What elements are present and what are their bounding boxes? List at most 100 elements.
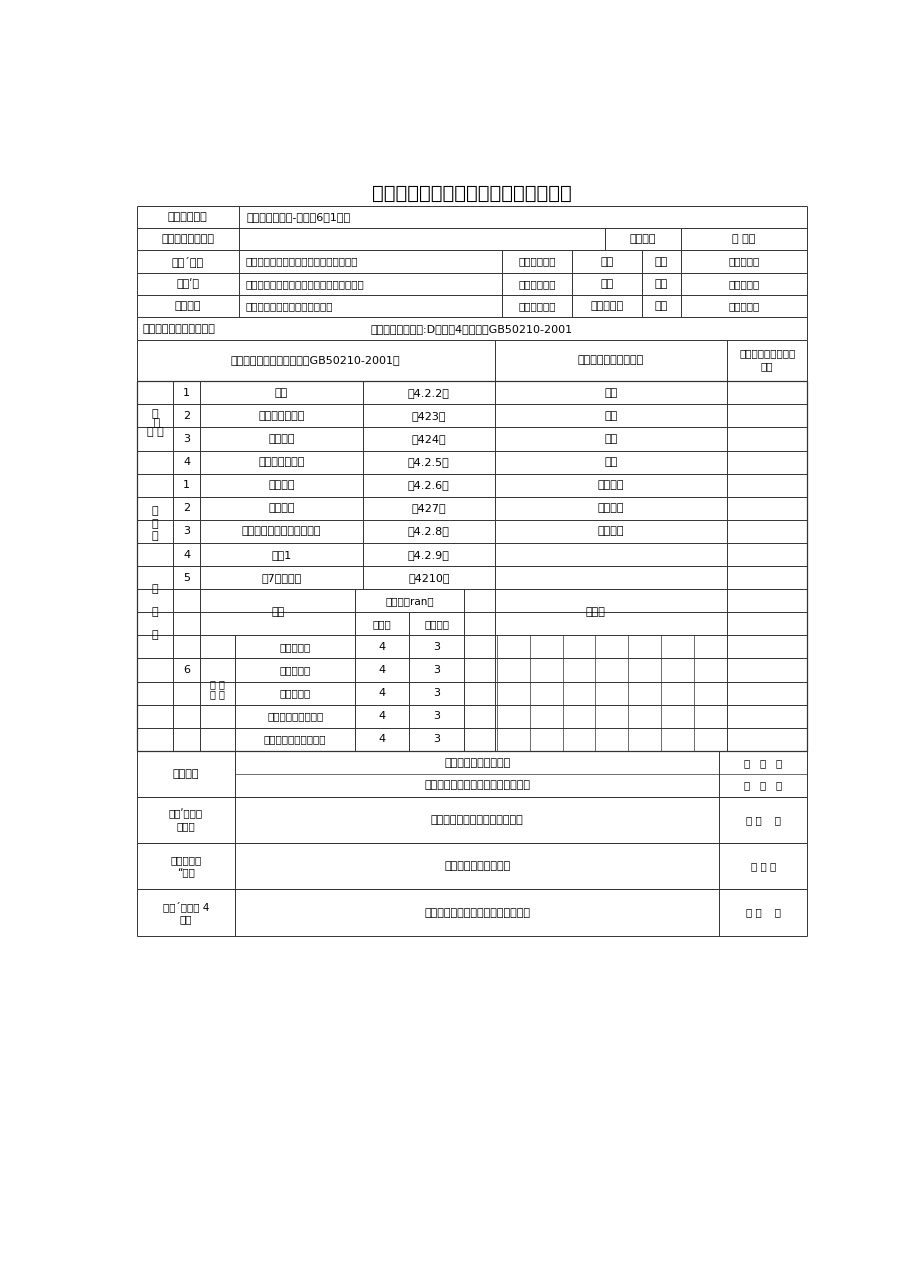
Text: 控: 控	[150, 418, 160, 428]
Text: 第4.2.2条: 第4.2.2条	[407, 387, 449, 397]
Text: 七冶土木建筑工程有限责任公司正安项目部: 七冶土木建筑工程有限责任公司正安项目部	[245, 279, 364, 289]
Text: 4: 4	[379, 688, 385, 698]
Text: 施工单位质量检查员（签章）：: 施工单位质量检查员（签章）：	[430, 815, 523, 826]
Text: 2: 2	[183, 412, 190, 420]
Text: 普咋灰: 普咋灰	[372, 619, 391, 629]
Text: 3: 3	[433, 735, 439, 744]
Text: 建设´（立验 4: 建设´（立验 4	[163, 901, 209, 911]
Text: 1: 1	[183, 387, 190, 397]
Text: 潘平杨光前: 潘平杨光前	[590, 302, 623, 312]
Text: 3: 3	[433, 688, 439, 698]
Text: 3: 3	[433, 712, 439, 721]
Text: 孙院: 孙院	[600, 257, 613, 267]
Text: 表而: 表而	[275, 387, 288, 397]
Text: 复查记录: 复查记录	[173, 769, 199, 780]
Text: 4: 4	[379, 665, 385, 675]
Text: “碟论: “碟论	[176, 868, 195, 878]
Text: 项目: 项目	[271, 607, 284, 617]
Text: 主: 主	[152, 409, 158, 419]
Text: 般

项

目: 般 项 目	[152, 584, 158, 640]
Text: 第4.2.6条: 第4.2.6条	[407, 481, 449, 491]
Text: 墙而一般抹灰工程质量分户验收记录表: 墙而一般抹灰工程质量分户验收记录表	[371, 184, 571, 203]
Text: 4: 4	[379, 642, 385, 652]
Text: 建设´（立: 建设´（立	[172, 256, 204, 267]
Text: 合格: 合格	[604, 435, 617, 443]
Text: 正安县东方新城-千洋苑6栋1单元: 正安县东方新城-千洋苑6栋1单元	[246, 212, 350, 222]
Text: 第4.2.9条: 第4.2.9条	[407, 550, 449, 560]
Text: 项: 项	[152, 519, 158, 529]
Text: 年 月    日: 年 月 日	[745, 815, 780, 826]
Text: 3: 3	[183, 435, 190, 443]
Text: 年   月   日: 年 月 日	[743, 758, 781, 768]
Text: 建设单位专业技术负责人（签章）：: 建设单位专业技术负责人（签章）：	[424, 780, 529, 790]
Text: 年 月日: 年 月日	[732, 234, 754, 244]
Text: 合格: 合格	[604, 387, 617, 397]
Text: 立面垂直度: 立面垂直度	[279, 642, 311, 652]
Text: 七泊房地产开发有限责任公司正安分公司: 七泊房地产开发有限责任公司正安分公司	[245, 257, 357, 267]
Text: 高级抹灰: 高级抹灰	[424, 619, 448, 629]
Text: 表面垂直度: 表面垂直度	[279, 665, 311, 675]
Text: 第4.2.8条: 第4.2.8条	[407, 527, 449, 537]
Text: 滴7破（槽）: 滴7破（槽）	[261, 573, 301, 583]
Text: 职务: 职务	[654, 257, 667, 267]
Text: 监理工程师（签章）：: 监理工程师（签章）：	[444, 861, 510, 872]
Text: 检查日期: 检查日期	[629, 234, 655, 244]
Text: 符合要求: 符合要求	[597, 504, 624, 514]
Text: 监理（建设）单位验: 监理（建设）单位验	[738, 348, 794, 358]
Text: 层与层间材料要求层总厚度: 层与层间材料要求层总厚度	[242, 527, 321, 537]
Text: 监理单位验: 监理单位验	[170, 855, 201, 865]
Text: 参检人员姓名: 参检人员姓名	[518, 279, 555, 289]
Text: 合格: 合格	[604, 458, 617, 468]
Text: 符合要求: 符合要求	[597, 481, 624, 491]
Text: 施工执行标准名称及编号: 施工执行标准名称及编号	[142, 323, 216, 334]
Text: 监理工程师: 监理工程师	[728, 302, 759, 312]
Text: 5: 5	[183, 573, 190, 583]
Text: 年 月 日: 年 月 日	[750, 861, 775, 872]
Text: 《建鹰饰装修工施:D员量验4妙见范》GB50210-2001: 《建鹰饰装修工施:D员量验4妙见范》GB50210-2001	[370, 323, 572, 334]
Text: 收意: 收意	[760, 362, 773, 372]
Text: 阴阳角方正: 阴阳角方正	[279, 688, 311, 698]
Text: 3: 3	[183, 527, 190, 537]
Text: 墙裙、勒脚上口直线度: 墙裙、勒脚上口直线度	[264, 735, 326, 744]
Text: 验收部位（房号）: 验收部位（房号）	[161, 234, 214, 244]
Text: 允许偏（ran）: 允许偏（ran）	[385, 596, 434, 606]
Text: 材料品种和性能: 材料品种和性能	[258, 412, 304, 420]
Text: 姊论: 姊论	[179, 914, 192, 924]
Text: 1: 1	[183, 481, 190, 491]
Text: 偏 差: 偏 差	[210, 690, 225, 699]
Text: 年   月   日: 年 月 日	[743, 780, 781, 790]
Text: 项目负责人: 项目负责人	[728, 257, 759, 267]
Text: 项目负责人: 项目负责人	[728, 279, 759, 289]
Text: 细部质量: 细部质量	[268, 504, 295, 514]
Text: 建设单位专业技术负责人（签章）：: 建设单位专业技术负责人（签章）：	[424, 907, 529, 918]
Text: 4: 4	[379, 735, 385, 744]
Text: 层粘嗄而层质量: 层粘嗄而层质量	[258, 458, 304, 468]
Text: 单位工程名称: 单位工程名称	[168, 212, 208, 222]
Text: 职务: 职务	[654, 279, 667, 289]
Text: 3: 3	[433, 642, 439, 652]
Text: 参检人员姓名: 参检人员姓名	[518, 257, 555, 267]
Text: 第4210条: 第4210条	[408, 573, 449, 583]
Text: 操作要求: 操作要求	[268, 435, 295, 443]
Text: 4: 4	[183, 458, 190, 468]
Text: 3: 3	[433, 665, 439, 675]
Text: 第424条: 第424条	[411, 435, 446, 443]
Text: 施工单位检查评定记录: 施工单位检查评定记录	[577, 355, 643, 366]
Text: 项 目: 项 目	[146, 427, 163, 437]
Text: 2: 2	[183, 504, 190, 514]
Text: 施工ʹ位: 施工ʹ位	[176, 279, 199, 289]
Text: 第427条: 第427条	[411, 504, 446, 514]
Text: 表而质量: 表而质量	[268, 481, 295, 491]
Text: 李筑: 李筑	[600, 279, 613, 289]
Text: 施工ʹ（立评: 施工ʹ（立评	[169, 809, 203, 819]
Text: 实测值: 实测值	[584, 607, 605, 617]
Text: 监理工程师（签章）：: 监理工程师（签章）：	[444, 758, 510, 768]
Text: 参检人员姓名: 参检人员姓名	[518, 302, 555, 312]
Text: 监理单位: 监理单位	[175, 302, 201, 312]
Text: 第423条: 第423条	[411, 412, 446, 420]
Text: 分格条（缝）直线度: 分格条（缝）直线度	[267, 712, 323, 721]
Text: 年 月    日: 年 月 日	[745, 907, 780, 918]
Text: 符合要求: 符合要求	[597, 527, 624, 537]
Text: 施工质量验收规范的规定（GB50210-2001）: 施工质量验收规范的规定（GB50210-2001）	[231, 355, 400, 366]
Text: 4: 4	[183, 550, 190, 560]
